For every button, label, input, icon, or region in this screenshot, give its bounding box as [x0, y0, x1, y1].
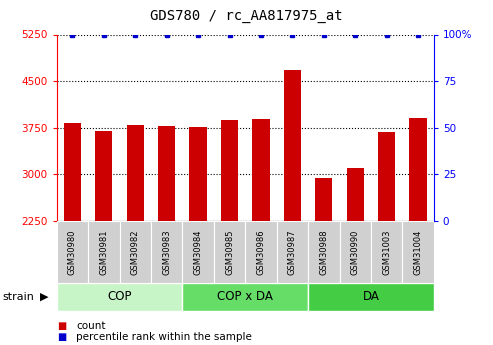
Bar	[151, 221, 182, 283]
Text: GSM30983: GSM30983	[162, 229, 171, 275]
Text: count: count	[76, 321, 106, 331]
Text: GDS780 / rc_AA817975_at: GDS780 / rc_AA817975_at	[150, 9, 343, 23]
Text: GSM30988: GSM30988	[319, 229, 328, 275]
Bar	[57, 283, 182, 310]
Text: percentile rank within the sample: percentile rank within the sample	[76, 333, 252, 342]
Text: GSM30980: GSM30980	[68, 229, 77, 275]
Bar	[402, 221, 434, 283]
Bar	[371, 221, 402, 283]
Text: GSM30985: GSM30985	[225, 229, 234, 275]
Text: GSM30982: GSM30982	[131, 229, 140, 275]
Bar	[127, 125, 144, 221]
Bar	[182, 221, 214, 283]
Bar	[182, 283, 308, 310]
Bar	[64, 123, 81, 221]
Text: ■: ■	[57, 321, 66, 331]
Text: GSM30981: GSM30981	[99, 229, 108, 275]
Text: GSM30986: GSM30986	[256, 229, 266, 275]
Text: COP: COP	[107, 290, 132, 303]
Bar	[252, 119, 270, 221]
Bar	[378, 132, 395, 221]
Text: GSM30987: GSM30987	[288, 229, 297, 275]
Bar	[308, 283, 434, 310]
Bar	[410, 118, 427, 221]
Text: ▶: ▶	[40, 292, 49, 302]
Text: GSM30990: GSM30990	[351, 229, 360, 275]
Bar	[308, 221, 340, 283]
Text: DA: DA	[362, 290, 380, 303]
Bar	[158, 126, 176, 221]
Bar	[119, 221, 151, 283]
Bar	[277, 221, 308, 283]
Text: GSM31003: GSM31003	[382, 229, 391, 275]
Bar	[214, 221, 246, 283]
Bar	[284, 70, 301, 221]
Bar	[189, 127, 207, 221]
Bar	[57, 221, 88, 283]
Text: strain: strain	[2, 292, 35, 302]
Bar	[347, 168, 364, 221]
Bar	[245, 221, 277, 283]
Bar	[88, 221, 119, 283]
Bar	[221, 120, 238, 221]
Bar	[340, 221, 371, 283]
Text: GSM30984: GSM30984	[194, 229, 203, 275]
Text: COP x DA: COP x DA	[217, 290, 273, 303]
Bar	[95, 131, 112, 221]
Text: GSM31004: GSM31004	[414, 229, 423, 275]
Bar	[315, 178, 332, 221]
Text: ■: ■	[57, 333, 66, 342]
